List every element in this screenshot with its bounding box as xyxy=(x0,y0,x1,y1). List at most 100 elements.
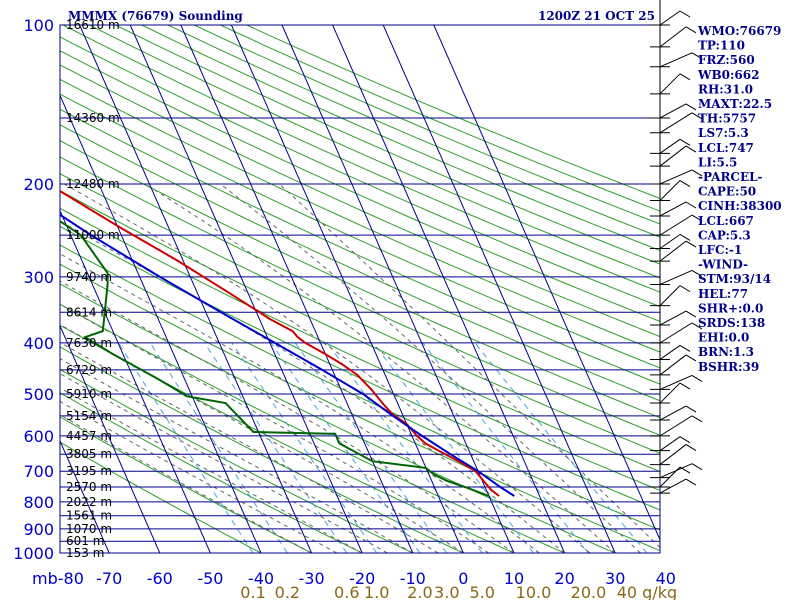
temperature-tick-label: -30 xyxy=(299,569,325,588)
height-label: 14360 m xyxy=(66,111,120,125)
mixing-ratio-lines xyxy=(118,342,648,553)
moist-adiabat-line xyxy=(60,341,439,553)
height-label: 3195 m xyxy=(66,464,112,478)
pressure-tick-label: 1000 xyxy=(13,544,54,563)
stat-line: EHI:0.0 xyxy=(698,331,749,345)
wind-barb xyxy=(650,103,697,119)
stat-line: LCL:667 xyxy=(698,214,754,228)
dry-adiabat-line xyxy=(60,50,660,323)
stat-line: MAXT:22.5 xyxy=(698,97,772,111)
wind-barb xyxy=(650,478,697,494)
mixing-ratio-label: 0.1 xyxy=(240,583,265,600)
temperature-tick-labels: mb-80 -70 -60 -50 -40 -30 -20 -10 0 10 20 30 40 xyxy=(32,569,676,588)
height-label: 3805 m xyxy=(66,447,112,461)
wind-barb xyxy=(650,112,703,134)
pressure-tick-label: 600 xyxy=(23,427,54,446)
wind-barb xyxy=(650,26,697,48)
height-label: 9740 m xyxy=(66,270,112,284)
stat-line: -PARCEL- xyxy=(698,170,763,184)
moist-adiabat-line xyxy=(60,387,363,553)
parcel-line xyxy=(60,213,515,497)
stat-line: -WIND- xyxy=(698,258,748,272)
pressure-tick-label: 400 xyxy=(23,334,54,353)
dry-adiabat-line xyxy=(60,156,660,436)
isotherm-line xyxy=(129,25,363,553)
wind-barb xyxy=(650,145,697,167)
dry-adiabats xyxy=(60,25,660,553)
stat-line: BSHR:39 xyxy=(698,360,759,374)
temperature-tick-label: -50 xyxy=(197,569,223,588)
chart-time: 1200Z 21 OCT 25 xyxy=(538,9,655,23)
temperature-tick-label: 20 xyxy=(554,569,574,588)
wind-barb xyxy=(650,234,691,249)
wind-barb xyxy=(650,269,703,285)
height-label: 2022 m xyxy=(66,495,112,509)
dewpoint-line xyxy=(60,220,490,497)
height-label: 11000 m xyxy=(66,228,120,242)
stat-line: TH:5757 xyxy=(698,112,756,126)
wind-barb xyxy=(650,436,691,452)
pressure-tick-labels: 100 200 300 400 500 600 700 800 900 1000 xyxy=(13,16,54,563)
mixing-ratio-label: 10.0 xyxy=(516,583,552,600)
dry-adiabat-line xyxy=(60,124,660,402)
mixing-ratio-labels: 0.1 0.2 0.6 1.0 2.0 3.0 5.0 10.0 20.0 40 g/kg xyxy=(240,583,677,600)
wind-barb xyxy=(650,405,697,421)
dry-adiabat-line xyxy=(60,78,660,353)
height-label: 601 m xyxy=(66,534,104,548)
dry-adiabat-line xyxy=(60,140,660,419)
pressure-tick-label: 200 xyxy=(23,175,54,194)
isotherm-line xyxy=(60,439,110,553)
isotherm-line xyxy=(180,25,414,553)
mixing-ratio-label: 5.0 xyxy=(470,583,495,600)
wind-barb-column xyxy=(650,0,703,494)
mixing-ratio-line xyxy=(203,342,348,553)
stat-line: CINH:38300 xyxy=(698,199,782,213)
stat-line: CAP:5.3 xyxy=(698,228,751,242)
isotherm-line xyxy=(230,25,464,553)
wind-barb xyxy=(650,322,703,344)
wind-barb xyxy=(650,10,691,26)
moist-adiabat-line xyxy=(219,183,641,553)
stats-panel: WMO:76679TP:110FRZ:560WB0:662RH:31.0MAXT… xyxy=(697,24,782,374)
wind-barb xyxy=(650,73,691,95)
wind-barb xyxy=(650,201,697,217)
isotherm-line xyxy=(332,25,566,553)
wind-barb xyxy=(650,310,697,326)
profile-series xyxy=(60,189,515,497)
isotherm-line xyxy=(60,324,161,553)
pressure-tick-label: 100 xyxy=(23,16,54,35)
dry-adiabat-line xyxy=(60,173,660,454)
isotherm-line xyxy=(60,209,211,553)
dry-adiabat-line xyxy=(60,93,660,369)
temperature-tick-label: -60 xyxy=(147,569,173,588)
wind-barb xyxy=(650,466,691,488)
dry-adiabat-line xyxy=(60,108,660,385)
mixing-ratio-line xyxy=(326,342,483,553)
dry-adiabat-line xyxy=(60,64,660,338)
pressure-tick-label: 800 xyxy=(23,493,54,512)
isotherm-line xyxy=(433,25,660,542)
wind-barb xyxy=(650,169,703,185)
temperature-line xyxy=(60,189,500,497)
stat-line: BRN:1.3 xyxy=(698,345,754,359)
mixing-ratio-label: 1.0 xyxy=(364,583,389,600)
height-label: 1070 m xyxy=(66,522,112,536)
height-label: 8614 m xyxy=(66,305,112,319)
height-label: 5154 m xyxy=(66,409,112,423)
wind-barb xyxy=(650,415,703,437)
temperature-tick-label: -70 xyxy=(96,569,122,588)
height-label: 2570 m xyxy=(66,480,112,494)
wind-barb xyxy=(650,345,691,360)
moist-adiabat-line xyxy=(278,183,660,549)
stat-line: HEL:77 xyxy=(698,287,748,301)
stat-line: STM:93/14 xyxy=(698,272,771,286)
temperature-tick-label: 10 xyxy=(504,569,524,588)
mixing-ratio-label: 3.0 xyxy=(434,583,459,600)
isotherm-line xyxy=(382,25,616,553)
temperature-tick-label: 40 xyxy=(656,569,676,588)
wind-barb xyxy=(650,444,697,466)
temperature-tick-label: 0 xyxy=(458,569,468,588)
stat-line: LCL:747 xyxy=(698,141,754,155)
dry-adiabat-line xyxy=(60,190,660,473)
moist-adiabat-line xyxy=(60,373,388,553)
